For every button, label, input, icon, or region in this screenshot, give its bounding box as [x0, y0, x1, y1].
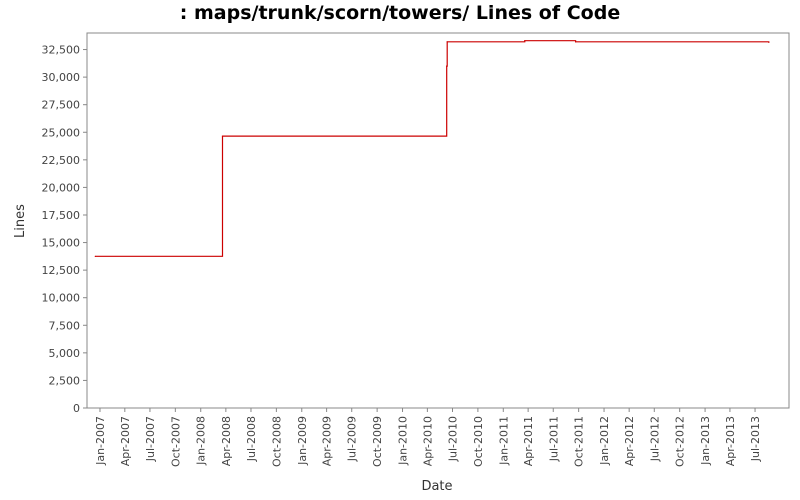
x-tick-label: Apr-2012: [623, 416, 636, 466]
x-tick-label: Jan-2010: [397, 416, 410, 466]
x-tick-label: Jul-2009: [346, 416, 359, 462]
data-point: [524, 40, 526, 42]
y-tick-label: 22,500: [42, 154, 81, 167]
x-tick-label: Oct-2007: [169, 416, 182, 467]
x-tick-label: Jan-2012: [598, 416, 611, 466]
x-tick-label: Jul-2010: [446, 416, 459, 462]
x-axis-label: Date: [421, 479, 452, 494]
x-tick-label: Jan-2011: [497, 416, 510, 466]
y-tick-label: 30,000: [42, 71, 81, 84]
y-tick-label: 25,000: [42, 126, 81, 139]
data-point: [221, 135, 224, 137]
x-tick-label: Apr-2008: [220, 416, 233, 466]
x-tick-label: Apr-2013: [724, 416, 737, 466]
y-tick-label: 15,000: [42, 237, 81, 250]
x-tick-label: Oct-2010: [472, 416, 485, 467]
chart-title: : maps/trunk/scorn/towers/ Lines of Code: [179, 2, 621, 24]
x-tick-label: Jul-2008: [245, 416, 258, 462]
x-tick-label: Apr-2010: [421, 416, 434, 466]
x-tick-label: Jan-2007: [94, 416, 107, 466]
data-point: [446, 65, 448, 67]
x-axis: Jan-2007 Apr-2007 Jul-2007 Oct-2007 Jan-2008…: [94, 408, 762, 467]
x-tick-label: Apr-2007: [119, 416, 132, 466]
y-tick-label: 2,500: [49, 374, 81, 387]
data-point: [575, 41, 577, 43]
x-tick-label: Oct-2011: [573, 416, 586, 467]
x-tick-label: Jul-2013: [749, 416, 762, 462]
x-tick-label: Jul-2007: [144, 416, 157, 462]
data-point: [768, 41, 770, 43]
data-point: [94, 255, 96, 257]
y-tick-label: 12,500: [42, 264, 81, 277]
x-tick-label: Jan-2008: [195, 416, 208, 466]
y-tick-label: 32,500: [42, 44, 81, 57]
y-tick-label: 0: [73, 402, 80, 415]
y-tick-label: 5,000: [49, 347, 81, 360]
data-point: [446, 41, 448, 43]
y-axis-label: Lines: [13, 204, 28, 238]
y-tick-label: 7,500: [49, 319, 81, 332]
x-tick-label: Jul-2012: [648, 416, 661, 462]
x-tick-label: Oct-2009: [371, 416, 384, 467]
y-axis: 0 2,500 5,000 7,500 10,000 12,500 15,000 17,500…: [42, 44, 87, 415]
x-tick-label: Apr-2011: [522, 416, 535, 466]
x-tick-label: Oct-2008: [270, 416, 283, 467]
x-tick-label: Oct-2012: [674, 416, 687, 467]
x-tick-label: Apr-2009: [321, 416, 334, 466]
y-tick-label: 10,000: [42, 292, 81, 305]
plot-area: [86, 32, 790, 409]
y-tick-label: 20,000: [42, 181, 81, 194]
x-tick-label: Jan-2009: [296, 416, 309, 466]
series-layer: [94, 40, 770, 257]
y-tick-label: 27,500: [42, 99, 81, 112]
x-tick-label: Jul-2011: [547, 416, 560, 462]
y-tick-label: 17,500: [42, 209, 81, 222]
x-tick-label: Jan-2013: [699, 416, 712, 466]
